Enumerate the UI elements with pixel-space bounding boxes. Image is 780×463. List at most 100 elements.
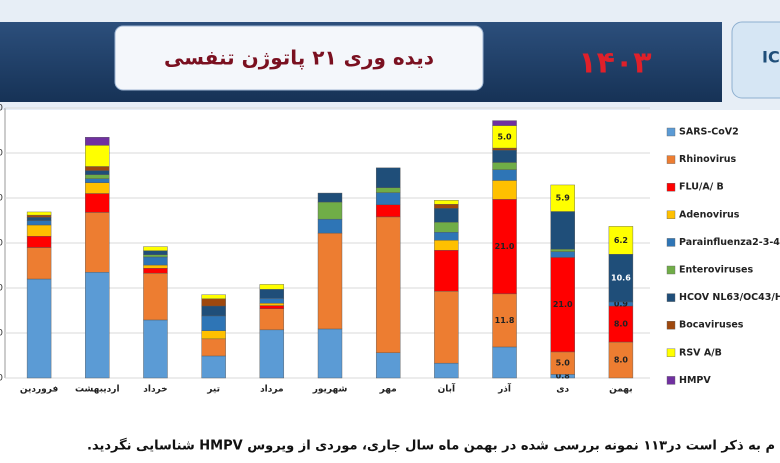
bar-segment (317, 201, 343, 220)
x-tick-label: دی (556, 385, 569, 395)
legend-swatch (666, 293, 676, 302)
x-tick-label: خرداد (143, 385, 167, 395)
bar-segment (143, 272, 168, 321)
y-tick-label: 0 (0, 374, 3, 384)
bar-segment (26, 211, 52, 216)
bar-segment (550, 211, 575, 250)
x-tick-label: آبان (438, 383, 456, 395)
bar-segment (550, 249, 575, 252)
value-label: 21.0 (495, 242, 515, 251)
x-tick-label: شهریور (312, 385, 348, 395)
bar-segment (492, 293, 517, 348)
legend-swatch (666, 348, 676, 357)
x-tick-label: فروردین (20, 385, 58, 395)
bar-segment (608, 226, 634, 255)
x-tick-label: مهر (379, 385, 397, 395)
bar-segment (434, 249, 459, 292)
legend-label: Rhinovirus (679, 154, 737, 165)
bar-segment (434, 222, 459, 233)
bar-segment (85, 137, 110, 146)
bar-segment (259, 284, 285, 290)
bar-segment (85, 170, 110, 175)
bar-segment (143, 246, 168, 251)
bar-segment (85, 193, 110, 213)
bar-segment (201, 305, 226, 317)
bar-segment (550, 251, 575, 258)
legend-label: FLU/A/ B (679, 182, 724, 193)
y-tick-label: 30 (0, 239, 3, 249)
logo-box (731, 21, 780, 99)
bar-segment (85, 166, 110, 171)
bar-segment (317, 232, 343, 330)
bar-segment (550, 257, 575, 353)
bar-segment (434, 200, 459, 205)
bar-segment (434, 208, 459, 223)
bar-segment (259, 298, 285, 304)
value-label: 8.0 (614, 320, 629, 329)
bar-segment (26, 278, 52, 379)
bar-segment (492, 180, 517, 200)
value-label: 5.0 (556, 359, 571, 368)
bar-segment (434, 362, 459, 379)
bar-segment (85, 212, 110, 273)
legend-swatch (666, 238, 676, 247)
value-label: 8.0 (614, 356, 629, 365)
legend-swatch (666, 376, 676, 385)
bar-segment (492, 147, 517, 151)
bar-segment (608, 254, 634, 303)
legend-label: Parainfluenza2-3-4 (679, 237, 780, 248)
bar-segment (317, 218, 343, 234)
bar-segment (201, 338, 226, 357)
legend-label: HCOV NL63/OC43/HKU (679, 292, 780, 303)
bar-segment (375, 352, 401, 379)
bar-segment (375, 204, 401, 218)
bar-segment (85, 178, 110, 183)
x-tick-label: اردیبهشت (75, 385, 120, 395)
legend-swatch (666, 127, 676, 137)
bar-segment (143, 256, 168, 266)
legend-swatch (666, 155, 676, 164)
bar-segment (317, 328, 343, 379)
bar-segment (201, 355, 226, 379)
legend-label: RSV A/B (679, 347, 722, 358)
legend-label: Adenovirus (679, 209, 740, 220)
bar-segment (608, 305, 634, 343)
bar-segment (259, 303, 285, 306)
legend-swatch (666, 210, 676, 220)
value-label: 10.6 (611, 274, 631, 283)
bar-segment (434, 204, 459, 209)
bar-segment (143, 264, 168, 269)
value-label: 21.0 (553, 300, 573, 309)
bar-segment (434, 240, 459, 251)
bar-segment (375, 167, 401, 188)
bar-segment (608, 341, 634, 379)
bar-segment (492, 120, 517, 126)
chart-title: دیده وری ۲۱ پاتوژن تنفسی (164, 46, 434, 71)
bar-segment (492, 169, 517, 181)
legend-label: Enteroviruses (679, 265, 753, 276)
bar-segment (26, 224, 52, 237)
bar-segment (85, 182, 110, 194)
value-label: 11.8 (495, 316, 515, 325)
bar-segment (201, 294, 226, 300)
y-tick-label: 20 (0, 284, 3, 294)
note: م به ذکر است در۱۱۳ نمونه بررسی شده در به… (87, 438, 775, 454)
bar-segment (492, 199, 517, 295)
y-tick-label: 10 (0, 329, 3, 339)
bar-segment (550, 184, 575, 212)
bar-segment (201, 330, 226, 340)
logo: ICD (762, 48, 780, 67)
bar-segment (434, 231, 459, 241)
x-tick-label: بهمن (609, 385, 632, 395)
bar-segment (201, 315, 226, 331)
bar-segment (375, 187, 401, 193)
title-box (114, 25, 484, 91)
bar-segment (259, 305, 285, 309)
bar-segment (492, 150, 517, 163)
bar-segment (26, 236, 52, 248)
bar-segment (375, 192, 401, 205)
bar-segment (259, 308, 285, 331)
bar-segment (434, 290, 459, 364)
legend-label: SARS-CoV2 (679, 127, 739, 138)
